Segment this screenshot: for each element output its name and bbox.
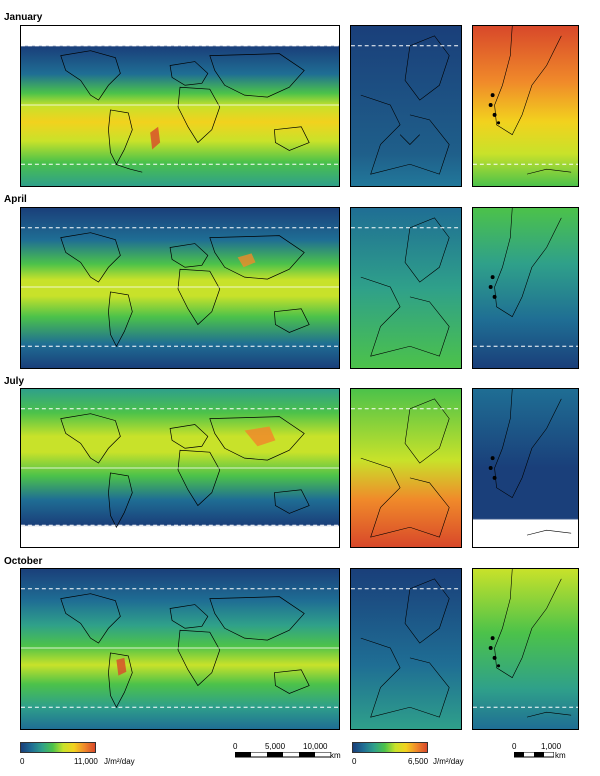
legend-regional-max: 6,500 [408, 757, 429, 766]
chile-map-july [472, 388, 579, 548]
month-label-january: January [4, 12, 43, 23]
chile-map-april [472, 207, 579, 369]
month-label-april: April [4, 194, 27, 205]
scale-bar-regional [514, 752, 554, 758]
europe-map-july-svg [351, 389, 461, 547]
legend-world-min: 0 [20, 757, 25, 766]
world-map-january-svg [21, 26, 339, 186]
legend-regional-unit: J/m²/day [433, 757, 464, 766]
europe-map-july [350, 388, 462, 548]
chile-map-january-svg [473, 26, 578, 186]
world-map-april-svg [21, 208, 339, 368]
europe-map-january [350, 25, 462, 187]
world-map-july-svg [21, 389, 339, 547]
legend-regional-min: 0 [352, 757, 357, 766]
world-map-july [20, 388, 340, 548]
chile-map-july-svg [473, 389, 578, 547]
europe-map-april-svg [351, 208, 461, 368]
scale-world-tick-0: 0 [233, 742, 238, 751]
europe-map-october-svg [351, 569, 461, 729]
scale-regional-unit: km [555, 751, 566, 760]
legend-world-max: 11,000 [74, 757, 98, 766]
scale-world-tick-1: 5,000 [265, 742, 286, 751]
chile-map-january [472, 25, 579, 187]
world-map-october-svg [21, 569, 339, 729]
legend-world-unit: J/m²/day [104, 757, 135, 766]
legend-world-colorbar [20, 742, 96, 753]
scale-world-unit: km [330, 751, 341, 760]
europe-map-april [350, 207, 462, 369]
world-map-january [20, 25, 340, 187]
world-map-october [20, 568, 340, 730]
scale-regional-tick-1: 1,000 [541, 742, 562, 751]
europe-map-october [350, 568, 462, 730]
month-label-october: October [4, 556, 43, 567]
month-label-july: July [4, 376, 25, 387]
europe-map-january-svg [351, 26, 461, 186]
legend-regional-colorbar [352, 742, 428, 753]
chile-map-april-svg [473, 208, 578, 368]
world-map-april [20, 207, 340, 369]
scale-bar-world [235, 752, 331, 758]
chile-map-october [472, 568, 579, 730]
scale-world-tick-2: 10,000 [303, 742, 328, 751]
chile-map-october-svg [473, 569, 578, 729]
scale-regional-tick-0: 0 [512, 742, 517, 751]
